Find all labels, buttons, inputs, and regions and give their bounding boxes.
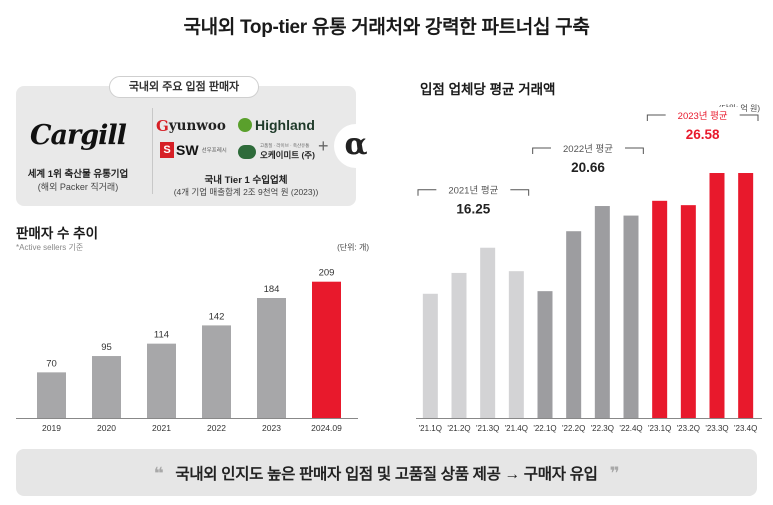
average-value: 20.66	[571, 160, 605, 175]
avg-transaction-title: 입점 업체당 평균 거래액	[420, 82, 556, 97]
bar	[709, 173, 725, 418]
bar	[508, 271, 524, 418]
sw-logo-mark: S	[160, 142, 174, 158]
cargill-logo: Cargill	[30, 120, 127, 151]
summary-banner-text: ❝ 국내외 인지도 높은 판매자 입점 및 고품질 상품 제공 → 구매자 유입 ❞	[16, 462, 757, 484]
panel-divider	[152, 108, 153, 194]
tick-label: '22.1Q	[533, 424, 556, 433]
summary-banner	[16, 449, 757, 496]
sw-logo-small-text: 선우프레시	[201, 148, 227, 154]
average-label: 2021년 평균	[448, 186, 498, 197]
highland-logo-text: Highland	[255, 117, 315, 133]
seller-count-note: *Active sellers 기준	[16, 243, 84, 252]
bar	[738, 173, 754, 418]
highland-leaf-icon	[238, 118, 252, 132]
sellers-panel-header: 국내외 주요 입점 판매자	[109, 76, 259, 98]
cargill-sub-caption: (해외 Packer 직거래)	[37, 182, 119, 192]
bar	[92, 356, 121, 418]
highland-logo: Highland	[238, 117, 315, 133]
tick-label: 2021	[152, 423, 171, 433]
seller-count-unit: (단위: 개)	[337, 243, 369, 252]
data-label: 142	[209, 311, 225, 322]
bar	[422, 293, 438, 418]
data-label: 70	[46, 358, 57, 369]
plus-sign: +	[318, 136, 329, 156]
tick-label: '23.2Q	[677, 424, 700, 433]
tick-label: '22.3Q	[591, 424, 614, 433]
bar	[312, 281, 341, 418]
cargill-caption: 세계 1위 축산물 유통기업	[27, 169, 129, 180]
bar	[537, 291, 553, 418]
data-label: 209	[319, 268, 335, 279]
tick-label: '23.4Q	[734, 424, 757, 433]
bar	[680, 205, 696, 418]
bar	[652, 200, 668, 418]
okaymeat-badge-icon	[238, 145, 256, 159]
tick-label: 2022	[207, 423, 226, 433]
tick-label: 2020	[97, 423, 116, 433]
bar	[480, 247, 496, 418]
thumbs-up-icon: ❞	[609, 464, 620, 484]
tick-label: 2023	[262, 423, 281, 433]
tick-label: 2024.09	[311, 423, 342, 433]
tick-label: '21.3Q	[476, 424, 499, 433]
bar	[566, 231, 582, 418]
page-title: 국내외 Top-tier 유통 거래처와 강력한 파트너십 구축	[183, 17, 590, 38]
average-value: 16.25	[456, 202, 490, 217]
gyunwoo-logo-text: yunwoo	[168, 118, 226, 134]
average-value: 26.58	[686, 127, 720, 142]
seller-count-title: 판매자 수 추이	[16, 226, 99, 241]
tick-label: '21.1Q	[419, 424, 442, 433]
bar	[202, 325, 231, 418]
tier1-sub-caption: (4개 기업 매출합계 2조 9천억 원 (2023))	[173, 187, 319, 197]
bar	[623, 215, 639, 418]
tick-label: 2019	[42, 423, 61, 433]
tick-label: '22.2Q	[562, 424, 585, 433]
bar	[147, 343, 176, 418]
average-label-bg	[436, 181, 511, 196]
bar	[594, 206, 610, 418]
average-label: 2023년 평균	[678, 111, 728, 122]
okaymeat-logo: 고품질 · 라이브 · 축산유통 오케이미트 (주)	[238, 143, 315, 161]
bar	[37, 372, 66, 418]
average-label: 2022년 평균	[563, 144, 613, 155]
data-label: 184	[264, 284, 280, 295]
sw-logo-text: SW	[176, 142, 199, 158]
okaymeat-tagline: 고품질 · 라이브 · 축산유통	[260, 143, 310, 148]
bar	[451, 272, 467, 418]
bar	[257, 298, 286, 418]
thumbs-up-icon: ❝	[153, 464, 164, 484]
tick-label: '23.1Q	[648, 424, 671, 433]
tick-label: '23.3Q	[705, 424, 728, 433]
sw-logo: S SW 선우프레시	[160, 142, 227, 158]
average-label-bg	[665, 107, 740, 122]
summary-banner-label: 국내외 인지도 높은 판매자 입점 및 고품질 상품 제공 → 구매자 유입	[175, 466, 598, 483]
tick-label: '21.2Q	[447, 424, 470, 433]
tier1-caption: 국내 Tier 1 수입업체	[204, 175, 288, 186]
okaymeat-logo-text: 오케이미트 (주)	[260, 150, 315, 160]
data-label: 95	[101, 342, 112, 353]
tick-label: '22.4Q	[619, 424, 642, 433]
alpha-icon: α	[334, 124, 378, 168]
tick-label: '21.4Q	[505, 424, 528, 433]
data-label: 114	[154, 330, 169, 341]
gyunwoo-logo-initial: G	[156, 117, 169, 135]
average-label-bg	[551, 140, 625, 155]
sellers-panel	[16, 86, 356, 206]
